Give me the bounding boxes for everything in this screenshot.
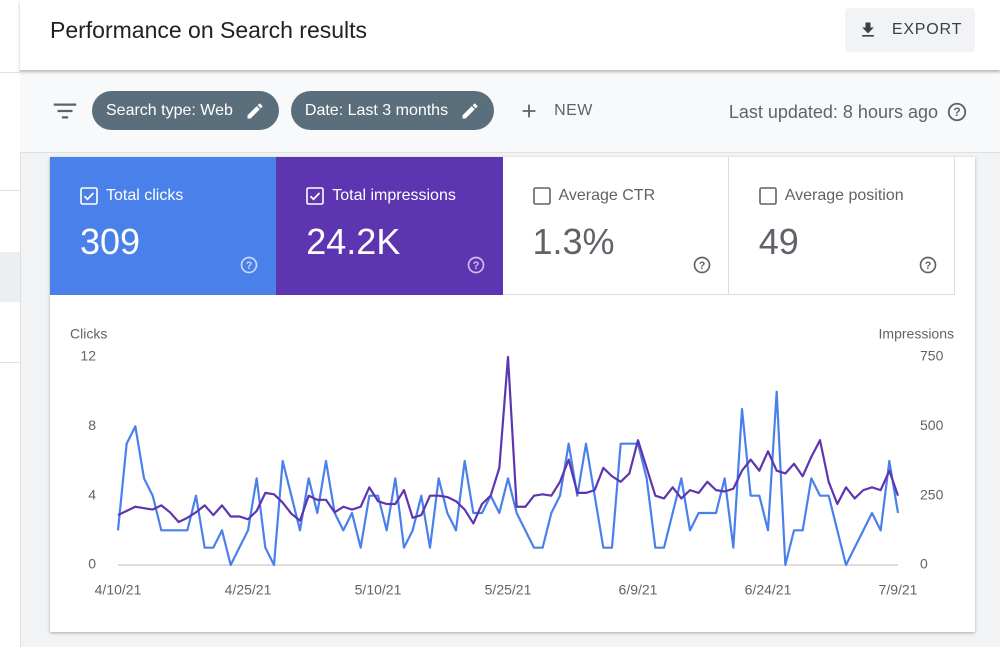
x-tick-label: 4/25/21: [225, 582, 272, 598]
y2-axis-title: Impressions: [879, 326, 954, 342]
svg-text:?: ?: [953, 105, 960, 119]
performance-card: Total clicks 309? Total impressions 24.2K? A…: [50, 157, 975, 632]
metric-help: ?: [239, 255, 259, 280]
svg-text:?: ?: [698, 260, 705, 272]
y2-tick-label: 0: [920, 556, 928, 572]
x-tick-label: 6/9/21: [619, 582, 658, 598]
plus-icon: [522, 104, 536, 117]
metric-value: 49: [758, 221, 799, 262]
y-tick-label: 8: [88, 417, 96, 433]
checkbox[interactable]: [532, 187, 551, 205]
metric-tiles: Total clicks 309? Total impressions 24.2K? A…: [50, 157, 955, 295]
metric-label-row: Total clicks: [80, 187, 183, 205]
metric-tile[interactable]: Average CTR 1.3%?: [502, 157, 729, 295]
svg-text:?: ?: [472, 260, 479, 272]
page-title: Performance on Search results: [50, 17, 368, 43]
svg-text:?: ?: [925, 260, 932, 272]
svg-text:?: ?: [246, 260, 253, 272]
metric-label-row: Average position: [758, 187, 904, 205]
filter-bar: Search type: Web Date: Last 3 months NEW: [50, 91, 593, 130]
filter-chip-label: Search type: Web: [106, 101, 233, 119]
edit-icon: [247, 102, 263, 118]
metric-help: ?: [692, 255, 712, 280]
metric-label: Average position: [784, 187, 904, 204]
help-icon[interactable]: ?: [239, 255, 259, 275]
series-line: [117, 355, 900, 525]
filter-chip[interactable]: Search type: Web: [92, 91, 279, 130]
y2-tick-label: 750: [920, 348, 944, 364]
download-icon: [862, 22, 874, 37]
edit-icon: [462, 102, 478, 118]
x-tick-label: 5/10/21: [355, 582, 402, 598]
y2-tick-label: 500: [920, 417, 944, 433]
metric-tile[interactable]: Average position 49?: [728, 157, 955, 295]
metric-help: ?: [918, 255, 938, 280]
y-tick-label: 4: [88, 486, 96, 502]
metric-tile[interactable]: Total clicks 309?: [50, 157, 277, 295]
x-tick-label: 7/9/21: [879, 582, 918, 598]
y-axis-title: Clicks: [70, 326, 107, 342]
help-icon[interactable]: ?: [946, 101, 968, 123]
sidebar: [0, 0, 21, 647]
metric-label-row: Average CTR: [532, 187, 656, 205]
last-updated-text: Last updated: 8 hours ago: [728, 101, 938, 122]
new-filter-button[interactable]: NEW: [518, 100, 593, 122]
chips: Search type: Web Date: Last 3 months: [92, 91, 495, 130]
x-tick-label: 5/25/21: [485, 582, 532, 598]
y-tick-label: 12: [80, 348, 96, 364]
y-tick-label: 0: [88, 556, 96, 572]
metric-value: 24.2K: [306, 221, 401, 262]
new-label: NEW: [554, 101, 593, 119]
metric-label: Total impressions: [332, 187, 456, 204]
y2-tick-label: 250: [920, 486, 944, 502]
header: Performance on Search results EXPORT: [20, 0, 1000, 70]
checkbox[interactable]: [758, 187, 777, 205]
series-line: [116, 390, 900, 567]
last-updated: Last updated: 8 hours ago ?: [729, 101, 968, 123]
filter-icon[interactable]: [50, 96, 80, 126]
help-icon[interactable]: ?: [466, 255, 486, 275]
export-label: EXPORT: [891, 21, 963, 38]
metric-value: 309: [80, 221, 141, 262]
filter-chip[interactable]: Date: Last 3 months: [290, 91, 495, 130]
toolbar: Search type: Web Date: Last 3 months NEW …: [20, 72, 1000, 153]
filter-chip-label: Date: Last 3 months: [304, 101, 449, 119]
x-tick-label: 4/10/21: [95, 582, 142, 598]
metric-label: Total clicks: [106, 187, 184, 204]
metric-label: Average CTR: [558, 187, 656, 204]
metric-value: 1.3%: [532, 221, 615, 262]
export-button[interactable]: EXPORT: [845, 8, 975, 52]
metric-label-row: Total impressions: [306, 187, 456, 205]
checkbox[interactable]: [80, 187, 98, 205]
x-tick-label: 6/24/21: [745, 582, 792, 598]
chart: Clicks Impressions 0 4 8 12 0 250 500 750 4/10/21 4…: [70, 326, 954, 598]
help-icon[interactable]: ?: [692, 255, 712, 275]
help-icon[interactable]: ?: [918, 255, 938, 275]
checkbox[interactable]: [306, 187, 325, 205]
metric-tile[interactable]: Total impressions 24.2K?: [276, 157, 503, 295]
metric-help: ?: [466, 255, 486, 280]
